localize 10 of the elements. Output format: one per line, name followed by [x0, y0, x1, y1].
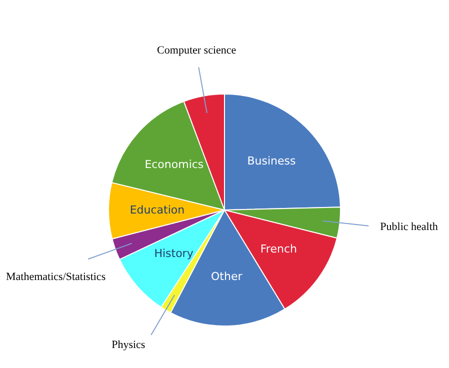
slice-label: Mathematics/Statistics: [6, 270, 106, 283]
slice-label: Business: [247, 154, 296, 168]
slice-label: Other: [210, 270, 243, 284]
slice-label: Economics: [144, 158, 204, 172]
slice-label: Computer science: [157, 44, 236, 56]
slice-label: French: [260, 242, 297, 256]
slice-label: Public health: [380, 221, 438, 234]
slice-label: Education: [130, 203, 185, 216]
slice-label: Physics: [112, 338, 146, 351]
slice-label: History: [154, 247, 194, 260]
